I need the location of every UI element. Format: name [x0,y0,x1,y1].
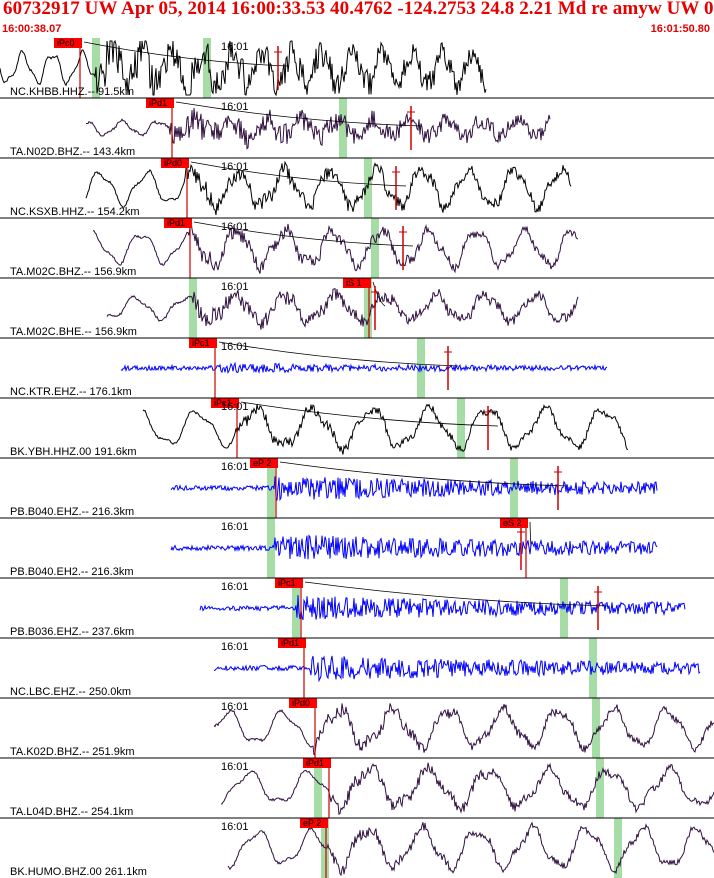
phase-pick-label: iPd1 [149,98,167,108]
minute-tick-label: 16:01 [221,581,249,593]
coda-envelope-curve [190,161,407,187]
minute-tick-label: 16:01 [221,281,249,293]
phase-pick-label: iPd1 [167,218,185,228]
coda-envelope-curve [304,581,609,607]
theoretical-arrival-bar [592,698,600,758]
coda-envelope-curve [240,401,499,427]
theoretical-arrival-bar [314,758,322,818]
station-label: PB.B040.EH2.-- 216.3km [10,566,134,578]
theoretical-arrival-bar [371,218,379,278]
minute-tick-label: 16:01 [221,221,249,233]
minute-tick-label: 16:01 [221,761,249,773]
waveform-trace [106,288,579,330]
phase-pick-label: iPd1 [306,758,324,768]
phase-pick-label: eP 2 [303,818,321,828]
phase-pick-flag [300,818,328,828]
phase-pick-label: iPd1 [281,638,299,648]
coda-envelope-curve [193,221,414,247]
event-title: 60732917 UW Apr 05, 2014 16:00:33.53 40.… [3,0,714,19]
theoretical-arrival-bar [203,38,211,98]
phase-pick-label: iPc0 [57,38,75,48]
station-label: NC.LBC.EHZ.-- 250.0km [10,686,131,698]
minute-tick-label: 16:01 [221,401,249,413]
window-start-time: 16:00:38.07 [2,23,62,35]
minute-tick-label: 16:01 [221,341,249,353]
phase-pick-flag [343,278,371,288]
phase-pick-flag [189,338,217,348]
phase-pick-label: iS 1 [346,278,362,288]
event-header: 60732917 UW Apr 05, 2014 16:00:33.53 40.… [0,0,714,38]
theoretical-arrival-bar [189,278,197,338]
minute-tick-label: 16:01 [221,701,249,713]
minute-tick-label: 16:01 [221,521,249,533]
phase-pick-label: iPc1 [278,578,296,588]
theoretical-arrival-bar [589,638,597,698]
theoretical-arrival-bar [339,98,347,158]
station-label: PB.B040.EHZ.-- 216.3km [10,506,134,518]
waveform-trace [220,762,714,816]
waveform-trace [86,107,551,150]
waveform-trace [92,221,579,274]
phase-pick-label: iPd0 [292,698,310,708]
coda-envelope-curve [279,461,569,487]
phase-pick-flag [54,38,82,48]
phase-pick-flag [164,218,192,228]
phase-pick-label: eS 2 [503,518,522,528]
station-label: TA.K02D.BHZ.-- 251.9km [10,746,135,758]
seismogram-panel: iPc0 16:01 NC.KHBB.HHZ.-- 91.5km iPd1 16:01 T… [0,38,714,878]
waveform-trace [170,534,658,560]
coda-envelope-curve [529,521,532,547]
theoretical-arrival-bar [510,458,518,518]
station-label: TA.N02D.BHZ.-- 143.4km [10,146,135,158]
phase-pick-label: iPd0 [164,158,182,168]
minute-tick-label: 16:01 [221,461,249,473]
minute-tick-label: 16:01 [221,161,249,173]
waveform-trace [85,160,572,216]
phase-pick-flag [289,698,317,708]
waveform-trace [0,39,487,97]
waveform-trace [227,821,714,877]
window-end-time: 16:01:50.80 [650,23,710,35]
station-label: TA.L04D.BHZ.-- 254.1km [10,806,133,818]
phase-pick-label: iPc1 [192,338,210,348]
coda-envelope-curve [372,281,386,307]
waveform-trace [199,595,686,621]
theoretical-arrival-bar [614,818,622,878]
phase-pick-flag [250,458,278,468]
minute-tick-label: 16:01 [221,821,249,833]
waveform-trace [170,476,658,502]
phase-pick-label: iPc1 [214,398,232,408]
station-label: NC.KTR.EHZ.-- 176.1km [10,386,132,398]
phase-pick-flag [303,758,331,768]
station-label: NC.KSXB.HHZ.-- 154.2km [10,206,140,218]
minute-tick-label: 16:01 [221,641,249,653]
phase-pick-label: eP 2 [253,458,271,468]
theoretical-arrival-bar [267,458,275,518]
station-label: TA.M02C.BHZ.-- 156.9km [10,266,136,278]
phase-pick-flag [161,158,189,168]
theoretical-arrival-bar [596,758,604,818]
minute-tick-label: 16:01 [221,101,249,113]
waveform-trace [213,703,714,756]
station-label: PB.B036.EHZ.-- 237.6km [10,626,134,638]
waveform-trace [142,403,629,455]
station-label: BK.YBH.HHZ.00 191.6km [10,446,137,458]
waveform-trace [213,655,701,683]
phase-pick-flag [146,98,174,108]
station-label: TA.M02C.BHE.-- 156.9km [10,326,137,338]
theoretical-arrival-bar [457,398,465,458]
waveform-trace [120,361,608,375]
phase-pick-flag [275,578,303,588]
station-label: NC.KHBB.HHZ.-- 91.5km [10,86,134,98]
phase-pick-flag [500,518,528,528]
station-label: BK.HUMO.BHZ.00 261.1km [10,866,147,878]
phase-pick-flag [211,398,239,408]
coda-envelope-curve [175,101,422,127]
coda-envelope-curve [218,341,459,367]
minute-tick-label: 16:01 [221,41,249,53]
phase-pick-flag [278,638,306,648]
theoretical-arrival-bar [364,278,372,338]
coda-envelope-curve [83,41,289,67]
